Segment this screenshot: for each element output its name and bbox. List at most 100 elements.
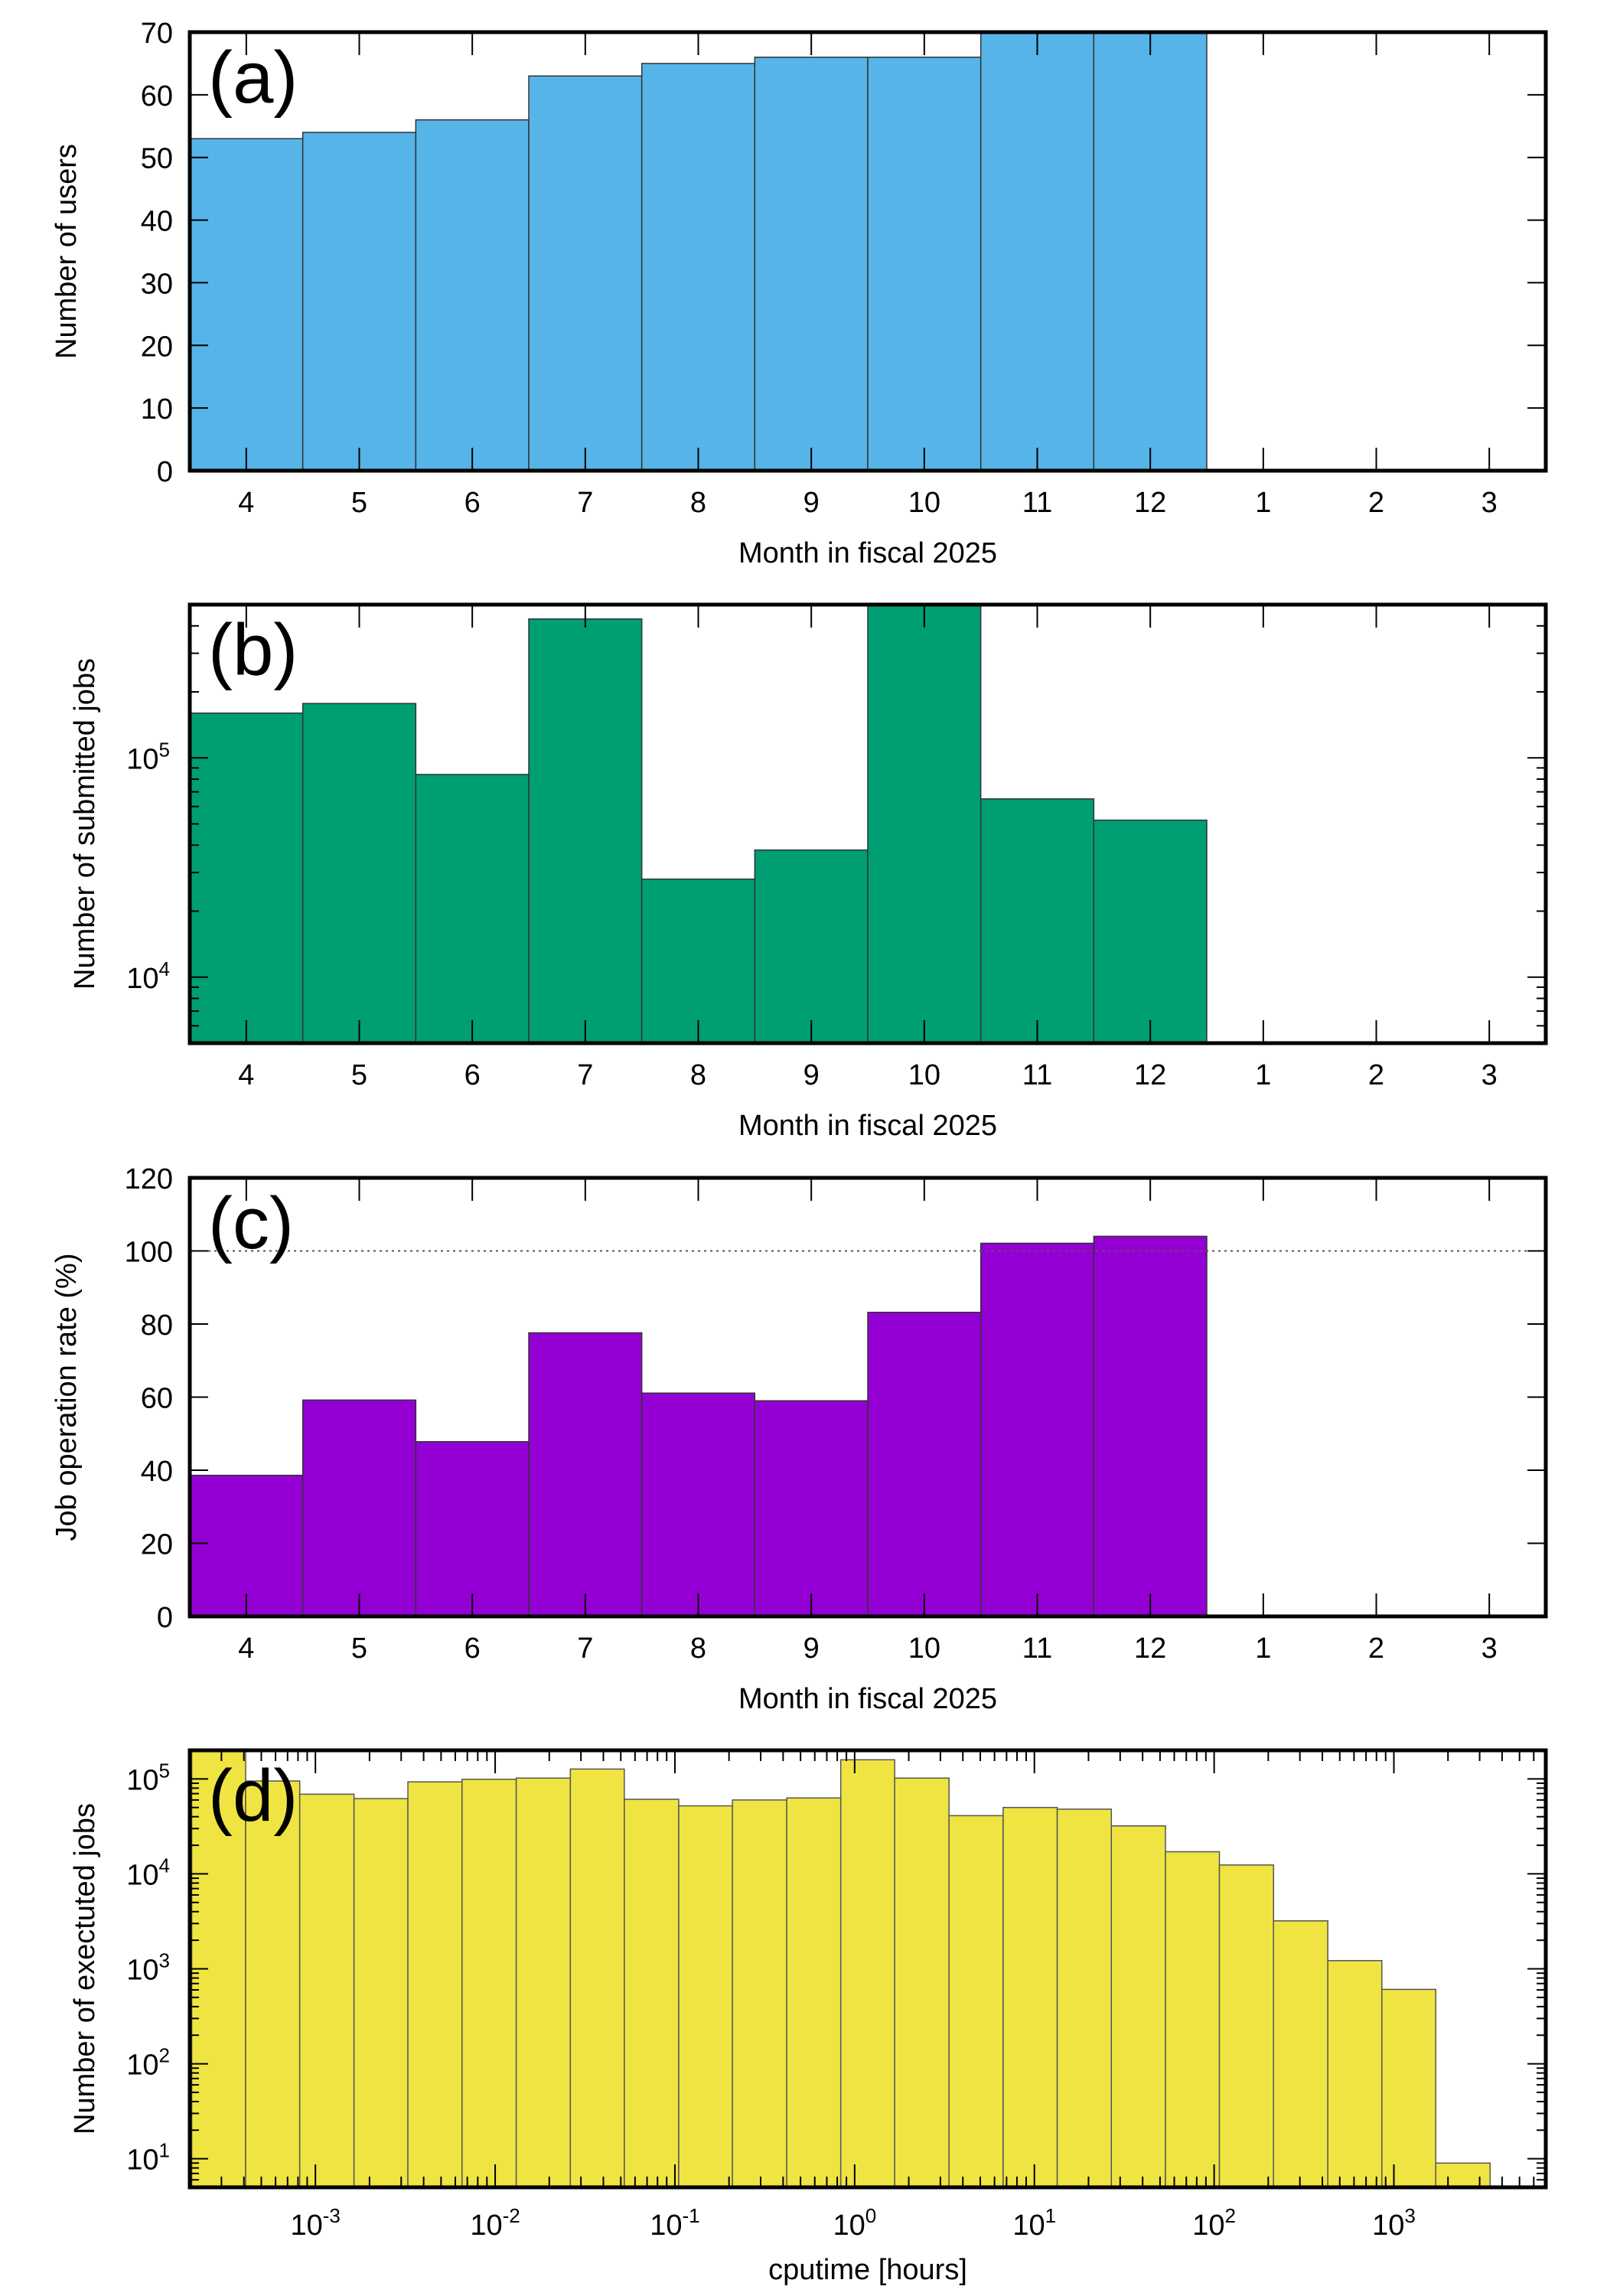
y-tick-label: 70 <box>141 18 173 50</box>
bar <box>1110 1825 1166 2188</box>
x-tick-label: 3 <box>1482 1059 1498 1091</box>
bar <box>980 798 1095 1044</box>
x-tick-label: 4 <box>238 487 254 519</box>
bar <box>1165 1851 1221 2188</box>
x-tick-label: 3 <box>1482 1632 1498 1665</box>
y-axis-label: Job operation rate (%) <box>51 1254 83 1541</box>
bar <box>298 1793 355 2188</box>
x-tick-label: 10-3 <box>290 2204 340 2242</box>
x-tick-label: 2 <box>1368 1632 1384 1665</box>
y-axis-label: Number of exectuted jobs <box>69 1803 101 2135</box>
bar <box>1093 819 1208 1044</box>
x-tick-label: 9 <box>804 1632 820 1665</box>
x-tick-label: 4 <box>238 1059 254 1091</box>
bar <box>302 703 417 1044</box>
y-tick-label: 120 <box>125 1163 173 1195</box>
y-tick-label: 104 <box>126 957 170 995</box>
y-tick-label: 0 <box>157 1602 173 1634</box>
bar <box>1002 1806 1058 2188</box>
panel-label: (b) <box>208 609 298 691</box>
bar <box>867 604 982 1044</box>
x-tick-label: 5 <box>351 1632 367 1665</box>
x-tick-label: 1 <box>1255 1632 1271 1665</box>
x-axis-label: Month in fiscal 2025 <box>738 537 997 569</box>
x-tick-label: 10 <box>908 1632 940 1665</box>
x-tick-label: 11 <box>1022 1059 1052 1091</box>
y-tick-label: 104 <box>126 1854 170 1891</box>
x-tick-label: 7 <box>577 1632 593 1665</box>
x-tick-label: 1 <box>1255 1059 1271 1091</box>
bar <box>302 1399 417 1617</box>
y-tick-label: 80 <box>141 1309 173 1342</box>
x-axis-label: Month in fiscal 2025 <box>738 1110 997 1142</box>
y-tick-label: 100 <box>125 1237 173 1269</box>
y-tick-label: 30 <box>141 268 173 300</box>
bar <box>894 1777 950 2188</box>
y-tick-label: 101 <box>126 2139 170 2177</box>
bar <box>1327 1960 1383 2188</box>
x-tick-label: 101 <box>1012 2204 1056 2242</box>
bar <box>641 1392 756 1617</box>
bar <box>867 1311 982 1617</box>
bar <box>786 1797 842 2188</box>
x-tick-label: 6 <box>464 1059 481 1091</box>
bar <box>948 1815 1004 2188</box>
y-axis-label: Number of users <box>51 144 83 359</box>
y-tick-label: 0 <box>157 456 173 488</box>
x-axis-label: Month in fiscal 2025 <box>738 1683 997 1715</box>
bar <box>754 1400 869 1617</box>
y-tick-label: 105 <box>126 738 170 775</box>
y-tick-label: 40 <box>141 206 173 238</box>
bar <box>415 1441 530 1617</box>
x-tick-label: 10 <box>908 1059 940 1091</box>
x-tick-label: 6 <box>464 487 481 519</box>
bar <box>189 713 304 1044</box>
bar <box>678 1805 733 2188</box>
x-tick-label: 4 <box>238 1632 254 1665</box>
bar <box>189 138 304 471</box>
bar <box>528 618 643 1044</box>
x-tick-label: 8 <box>690 1059 706 1091</box>
bar <box>732 1799 787 2188</box>
bar <box>569 1768 625 2188</box>
bar <box>1218 1864 1274 2188</box>
bar <box>624 1799 680 2188</box>
y-tick-label: 40 <box>141 1456 173 1488</box>
y-tick-label: 50 <box>141 143 173 175</box>
bar <box>528 1332 643 1617</box>
x-tick-label: 100 <box>833 2204 876 2242</box>
bar <box>980 31 1095 471</box>
bar <box>415 774 530 1044</box>
panel-label: (d) <box>208 1755 298 1837</box>
y-axis-label: Number of submitted jobs <box>69 658 101 990</box>
x-tick-label: 12 <box>1134 1632 1166 1665</box>
bar <box>1093 31 1208 471</box>
bar <box>407 1781 463 2188</box>
bar <box>641 63 756 471</box>
bar <box>1093 1235 1208 1617</box>
panel-label: (c) <box>208 1182 294 1264</box>
plot-frame <box>187 602 1548 1045</box>
x-tick-label: 11 <box>1022 1632 1052 1665</box>
x-tick-label: 8 <box>690 1632 706 1665</box>
bar <box>302 132 417 471</box>
x-tick-label: 103 <box>1372 2204 1416 2242</box>
y-tick-label: 103 <box>126 1949 170 1987</box>
x-tick-label: 9 <box>804 487 820 519</box>
bar <box>245 1780 301 2188</box>
y-tick-label: 20 <box>141 1529 173 1561</box>
x-tick-label: 1 <box>1255 487 1271 519</box>
bar <box>754 56 869 471</box>
bar <box>641 878 756 1044</box>
bar <box>839 1759 895 2188</box>
x-tick-label: 5 <box>351 487 367 519</box>
y-tick-label: 60 <box>141 80 173 113</box>
bar <box>415 119 530 471</box>
panel-label: (a) <box>208 37 298 119</box>
bar <box>867 56 982 471</box>
x-tick-label: 12 <box>1134 1059 1166 1091</box>
bar <box>1381 1988 1436 2188</box>
